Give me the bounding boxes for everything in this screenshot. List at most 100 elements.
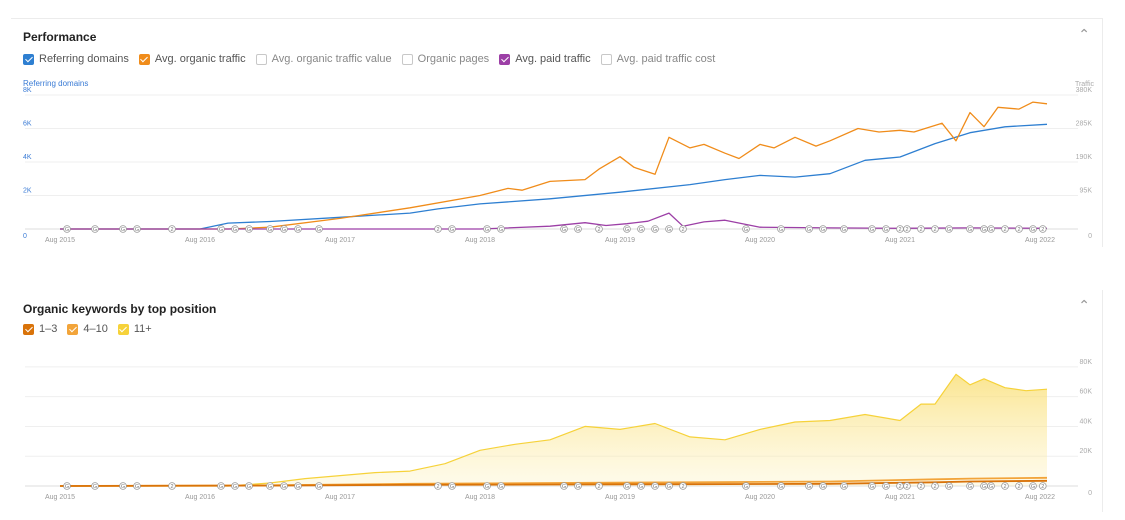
keywords-collapse-icon[interactable]: ⌃: [1078, 297, 1090, 313]
svg-text:2: 2: [1017, 227, 1020, 233]
x-tick: Aug 2015: [45, 237, 75, 244]
y-tick-left: 8K: [23, 87, 32, 94]
svg-text:G: G: [268, 227, 272, 233]
svg-text:G: G: [744, 484, 748, 490]
annotation-marker: G: [945, 225, 953, 233]
checkbox-icon[interactable]: [138, 53, 150, 65]
performance-legend-referring-domains[interactable]: Referring domains: [23, 53, 129, 65]
performance-legend-organic-pages[interactable]: Organic pages: [401, 53, 490, 65]
annotation-marker: 2: [679, 482, 687, 490]
annotation-marker: G: [840, 225, 848, 233]
checkbox-icon[interactable]: [499, 53, 511, 65]
annotation-marker: G: [966, 482, 974, 490]
checkbox-icon[interactable]: [255, 53, 267, 65]
performance-legend: Referring domains Avg. organic traffic Avg…: [23, 53, 715, 65]
svg-text:G: G: [485, 484, 489, 490]
keywords-legend-1-3[interactable]: 1–3: [23, 323, 57, 335]
series-line-11: [60, 373, 1048, 487]
annotation-marker: G: [840, 482, 848, 490]
keywords-legend-11[interactable]: 11+: [117, 323, 152, 335]
legend-label: Referring domains: [39, 53, 129, 65]
annotation-marker: 2: [896, 225, 904, 233]
y-tick: 0: [1088, 490, 1092, 497]
series-line-avg-organic-traffic: [60, 101, 1048, 230]
svg-text:G: G: [779, 484, 783, 490]
performance-legend-avg-paid-traffic-cost[interactable]: Avg. paid traffic cost: [600, 53, 715, 65]
annotation-marker: G: [119, 482, 127, 490]
annotation-marker: G: [315, 225, 323, 233]
svg-text:G: G: [639, 484, 643, 490]
annotation-marker: G: [231, 225, 239, 233]
annotation-marker: G: [665, 482, 673, 490]
svg-text:G: G: [989, 227, 993, 233]
performance-legend-avg-organic-traffic[interactable]: Avg. organic traffic: [138, 53, 246, 65]
annotation-marker: G: [945, 482, 953, 490]
annotation-marker: G: [294, 482, 302, 490]
annotation-marker: G: [574, 225, 582, 233]
svg-text:G: G: [968, 484, 972, 490]
svg-text:G: G: [562, 227, 566, 233]
legend-label: Organic pages: [417, 53, 490, 65]
svg-text:2: 2: [1017, 484, 1020, 490]
annotation-marker: G: [742, 225, 750, 233]
x-tick: Aug 2019: [605, 237, 635, 244]
svg-text:G: G: [667, 227, 671, 233]
x-tick: Aug 2018: [465, 237, 495, 244]
y-tick: 80K: [1080, 359, 1093, 366]
svg-text:G: G: [989, 484, 993, 490]
annotation-marker: G: [133, 482, 141, 490]
series-area-11: [60, 374, 1047, 486]
annotation-marker: 2: [1001, 482, 1009, 490]
svg-text:G: G: [562, 484, 566, 490]
keywords-chart: 0 20K 40K 60K 80K Aug 2015 Aug 2016 Aug 2017 Aug…: [25, 359, 1093, 501]
svg-text:G: G: [121, 227, 125, 233]
y-tick: 60K: [1080, 389, 1093, 396]
svg-text:G: G: [282, 227, 286, 233]
x-tick: Aug 2020: [745, 494, 775, 501]
annotation-marker: G: [805, 482, 813, 490]
annotation-marker: G: [280, 225, 288, 233]
performance-collapse-icon[interactable]: ⌃: [1078, 26, 1090, 42]
annotation-marker: G: [217, 482, 225, 490]
annotation-marker: G: [448, 225, 456, 233]
svg-text:G: G: [282, 484, 286, 490]
svg-text:2: 2: [597, 227, 600, 233]
svg-text:2: 2: [1003, 484, 1006, 490]
svg-text:G: G: [135, 484, 139, 490]
svg-text:G: G: [807, 484, 811, 490]
annotation-marker: G: [315, 482, 323, 490]
svg-text:2: 2: [597, 484, 600, 490]
svg-text:2: 2: [905, 484, 908, 490]
y-tick-left: 0: [23, 233, 27, 240]
legend-label: Avg. paid traffic: [515, 53, 591, 65]
checkbox-icon[interactable]: [67, 323, 79, 335]
svg-text:G: G: [821, 227, 825, 233]
checkbox-icon[interactable]: [23, 323, 34, 335]
x-tick: Aug 2017: [325, 237, 355, 244]
x-tick: Aug 2021: [885, 237, 915, 244]
svg-text:G: G: [1031, 484, 1035, 490]
svg-text:G: G: [625, 484, 629, 490]
legend-label: Avg. organic traffic: [154, 53, 246, 65]
svg-text:G: G: [247, 484, 251, 490]
annotation-marker: 2: [931, 482, 939, 490]
svg-text:2: 2: [436, 484, 439, 490]
legend-label: 4–10: [83, 323, 108, 335]
performance-legend-avg-organic-traffic-value[interactable]: Avg. organic traffic value: [255, 53, 392, 65]
svg-text:G: G: [93, 484, 97, 490]
y-tick-left: 4K: [23, 154, 32, 161]
annotation-marker: G: [980, 225, 988, 233]
y-tick-left: 6K: [23, 121, 32, 128]
checkbox-icon[interactable]: [23, 53, 34, 65]
annotation-marker: G: [980, 482, 988, 490]
x-tick: Aug 2016: [185, 237, 215, 244]
checkbox-icon[interactable]: [117, 323, 129, 335]
checkbox-icon[interactable]: [401, 53, 413, 65]
annotation-marker: G: [665, 225, 673, 233]
checkbox-icon[interactable]: [600, 53, 612, 65]
annotation-marker: G: [63, 482, 71, 490]
keywords-legend-4-10[interactable]: 4–10: [67, 323, 108, 335]
svg-text:G: G: [807, 227, 811, 233]
annotation-marker: G: [987, 225, 995, 233]
performance-legend-avg-paid-traffic[interactable]: Avg. paid traffic: [499, 53, 591, 65]
